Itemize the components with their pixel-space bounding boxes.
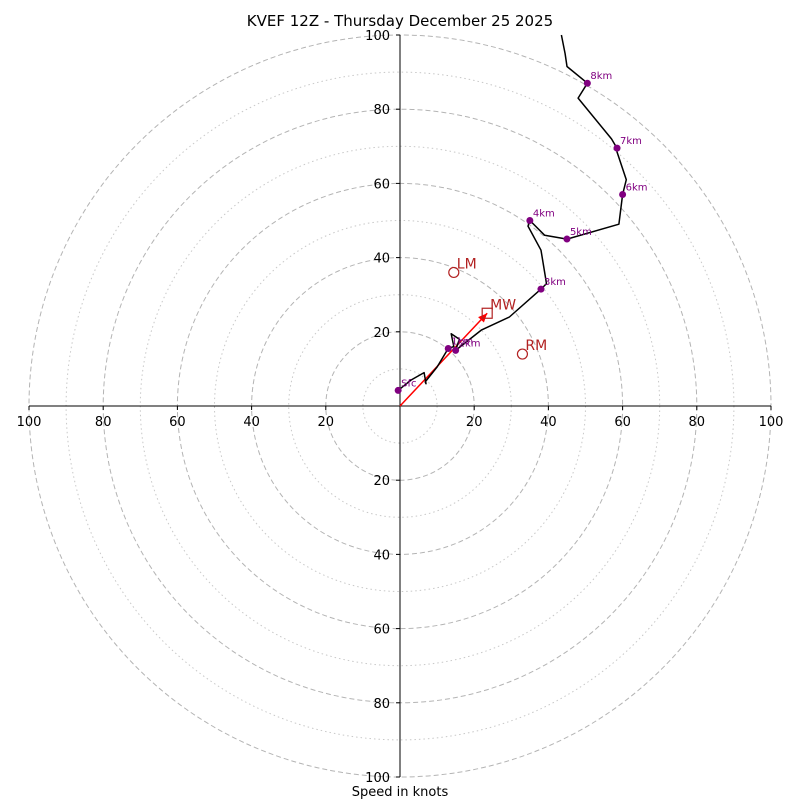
height-label-5km: 5km [570, 227, 592, 238]
y-tick-label: 100 [365, 29, 390, 44]
x-tick-label: 100 [759, 415, 784, 430]
x-tick-label: 20 [466, 415, 483, 430]
x-tick-label: 60 [614, 415, 631, 430]
shear-vector-line [399, 312, 488, 407]
hodograph-trace [397, 34, 628, 391]
y-tick-label: 40 [373, 252, 390, 267]
height-label-3km: 3km [544, 277, 566, 288]
x-tick-label: 100 [17, 415, 42, 430]
height-label-4km: 4km [533, 209, 555, 220]
y-tick-label: 20 [373, 474, 390, 489]
height-marker-4km [526, 217, 534, 224]
height-marker-Sfc [394, 386, 402, 394]
height-marker-8km [583, 79, 591, 87]
height-marker-2km [452, 346, 460, 354]
height-label-7km: 7km [620, 136, 642, 147]
y-tick-label: 40 [373, 548, 390, 563]
mw-label: MW [490, 297, 516, 313]
x-tick-label: 20 [318, 415, 335, 430]
chart-title: KVEF 12Z - Thursday December 25 2025 [247, 12, 553, 30]
hodograph-trace-layer [397, 34, 628, 391]
height-marker-1km [444, 344, 452, 352]
x-tick-label: 40 [540, 415, 557, 430]
x-tick-label: 80 [95, 415, 112, 430]
x-tick-label: 60 [169, 415, 186, 430]
storm-motions: LM MW RM [448, 256, 547, 360]
y-tick-label: 60 [373, 177, 390, 192]
lm-marker [448, 266, 460, 279]
y-tick-label: 100 [365, 771, 390, 786]
height-marker-6km [619, 191, 627, 199]
x-tick-label: 40 [243, 415, 260, 430]
height-marker-5km [563, 235, 571, 243]
height-label-2km: 2km [459, 338, 481, 349]
rm-label: RM [525, 338, 547, 354]
height-label-6km: 6km [626, 183, 648, 194]
lm-label: LM [457, 256, 477, 272]
y-tick-label: 80 [373, 103, 390, 118]
rm-marker [516, 348, 529, 360]
height-marker-7km [613, 144, 621, 152]
tick-labels: 100 80 60 40 20 20 40 60 80 100 20 40 60 80 100 20 40 60 8… [17, 29, 784, 786]
y-tick-label: 80 [373, 697, 390, 712]
height-label-1km: 1km [451, 336, 473, 347]
mw-marker [481, 307, 493, 319]
x-axis-label: Speed in knots [352, 785, 449, 800]
height-label-Sfc: Sfc [401, 378, 416, 389]
shear-vector-layer [399, 312, 488, 407]
height-marker-3km [537, 285, 545, 293]
y-tick-label: 60 [373, 623, 390, 638]
height-label-8km: 8km [590, 71, 612, 82]
y-tick-label: 20 [373, 326, 390, 341]
x-tick-label: 80 [689, 415, 706, 430]
